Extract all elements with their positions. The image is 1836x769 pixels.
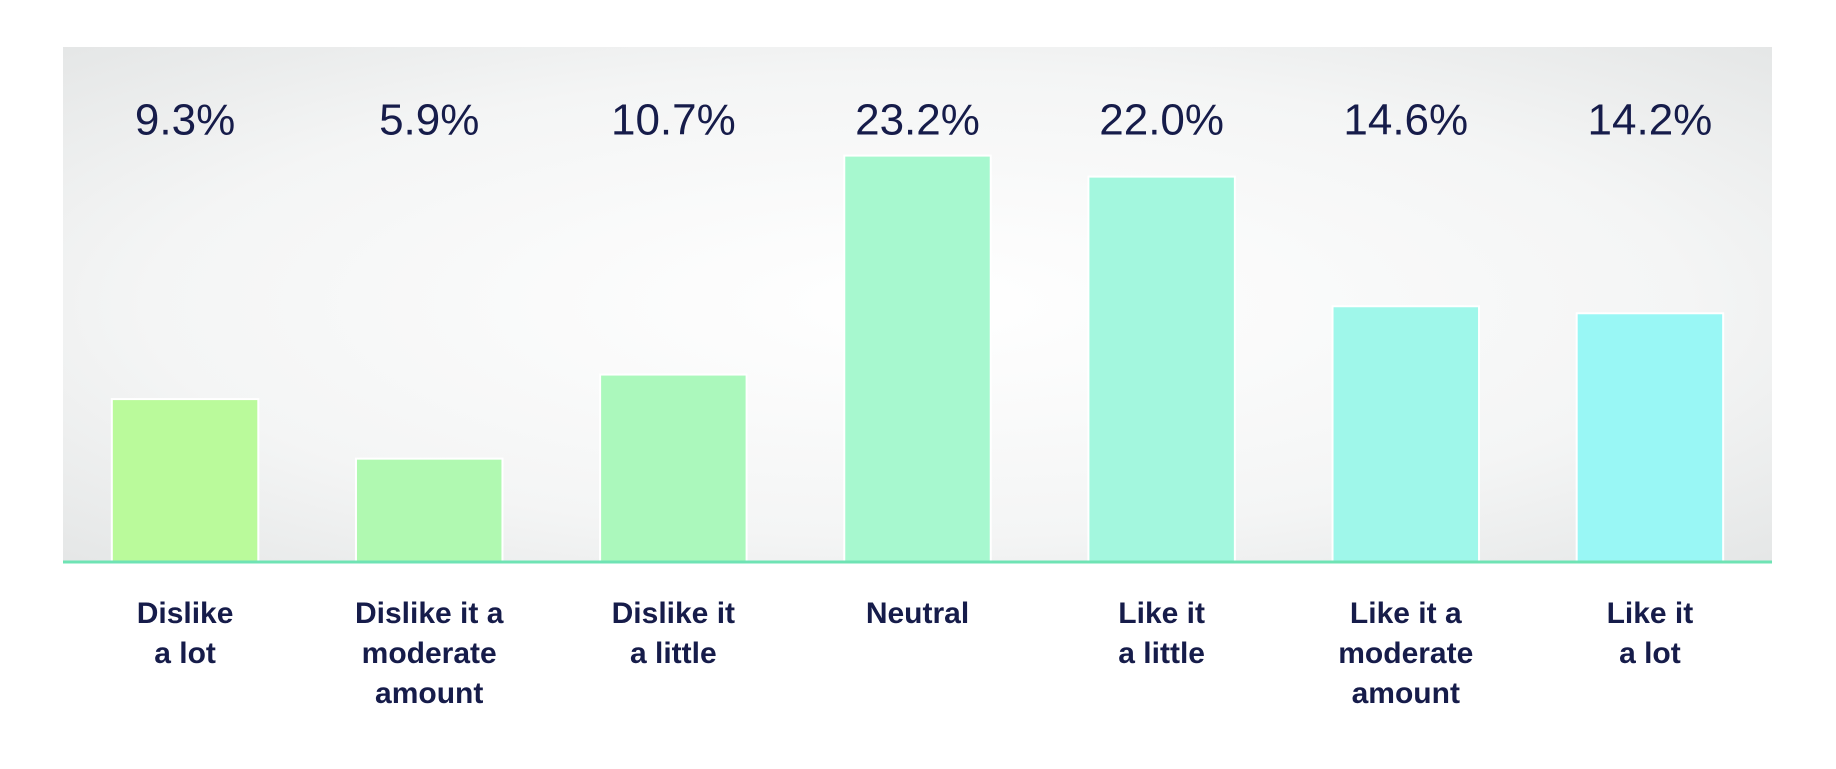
value-label: 23.2% (855, 96, 980, 145)
bar (599, 373, 748, 563)
value-label: 14.6% (1343, 96, 1468, 145)
bar (1575, 312, 1725, 564)
value-label: 9.3% (135, 96, 235, 145)
category-label: Dislike a lot (136, 597, 234, 670)
value-label: 22.0% (1099, 96, 1224, 145)
category-label: Dislike it a moderate amount (355, 597, 504, 710)
category-label: Dislike it a little (611, 597, 736, 670)
category-label: Neutral (865, 597, 970, 630)
value-label: 10.7% (611, 96, 736, 145)
value-label: 5.9% (379, 96, 479, 145)
bar (1087, 175, 1236, 563)
bar (843, 154, 992, 563)
category-label: Like it a little (1118, 597, 1205, 670)
category-label: Like it a lot (1606, 597, 1694, 670)
bar (354, 457, 504, 563)
category-label: Like it a moderate amount (1338, 597, 1474, 710)
value-label: 14.2% (1588, 96, 1713, 145)
bar (110, 398, 260, 563)
bar (1331, 305, 1481, 564)
